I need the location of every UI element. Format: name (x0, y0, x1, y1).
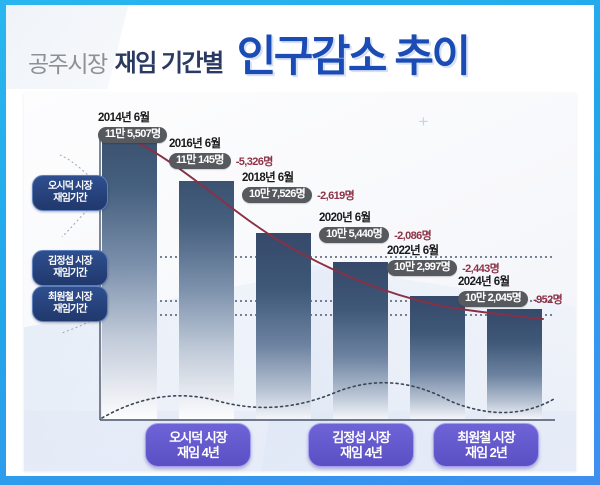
value-label-2022: 2022년 6월 10만 2,997명 -2,443명 (387, 242, 500, 276)
delta-label: -2,443명 (462, 263, 500, 275)
value-label-year: 2022년 6월 (387, 245, 439, 257)
term-chip-kimjeongseop[interactable]: 김정섭 시장 재임 4년 (308, 423, 414, 467)
page-title: 공주시장 재임 기간별 인구감소 추이 (28, 21, 584, 79)
value-label-year: 2024년 6월 (458, 276, 510, 288)
value-label-2014: 2014년 6월 11만 5,507명 (98, 109, 168, 143)
delta-label: -952명 (533, 294, 563, 306)
term-chip-name: 최원철 시장 (457, 430, 515, 445)
term-chip-term: 재임 4년 (340, 445, 383, 460)
tenure-chip-kimjeongseop[interactable]: 김정섭 시장 재임기간 (32, 250, 108, 286)
bar-2018 (256, 233, 311, 419)
bar-2024 (487, 309, 542, 419)
tenure-chip-name: 김정섭 시장 (48, 256, 93, 267)
chart-card: + (24, 93, 576, 471)
trend-line (128, 137, 544, 320)
bars (102, 138, 542, 419)
tenure-chip-osideok[interactable]: 오시덕 시장 재임기간 (32, 175, 108, 211)
value-pill: 11만 145명 (169, 153, 231, 169)
title-subject: 공주시장 (28, 51, 108, 77)
tenure-chip-choiwoncheol[interactable]: 최원철 시장 재임기간 (32, 286, 108, 322)
title-main: 인구감소 추이 (236, 33, 471, 81)
value-label-2016: 2016년 6월 11만 145명 -5,326명 (169, 135, 273, 169)
value-label-2020: 2020년 6월 10만 5,440명 -2,086명 (319, 209, 432, 243)
bar-2014 (102, 138, 157, 419)
delta-label: -2,619명 (317, 190, 355, 202)
bar-2016 (179, 181, 234, 419)
value-pill: 11만 5,507명 (98, 127, 168, 143)
term-chip-term: 재임 4년 (177, 445, 220, 460)
term-chip-name: 오시덕 시장 (169, 430, 227, 445)
value-label-year: 2016년 6월 (169, 138, 221, 150)
plus-cross-decoration-icon: + (418, 112, 429, 131)
bar-chart-plot (24, 93, 576, 471)
chart-svg (59, 133, 555, 421)
term-chip-osideok[interactable]: 오시덕 시장 재임 4년 (145, 423, 251, 467)
value-pill: 10만 5,440명 (319, 227, 390, 243)
scalloped-baseline-decoration (101, 381, 555, 419)
term-chip-choiwoncheol[interactable]: 최원철 시장 재임 2년 (433, 423, 539, 467)
inner-canvas: 공주시장 재임 기간별 인구감소 추이 + (6, 5, 594, 476)
tenure-chip-period: 재임기간 (53, 268, 87, 279)
value-label-year: 2014년 6월 (98, 112, 150, 124)
tenure-chip-name: 최원철 시장 (48, 292, 93, 303)
bar-2022 (410, 296, 465, 419)
title-qualifier: 재임 기간별 (114, 50, 225, 77)
delta-label: -5,326명 (235, 156, 274, 168)
delta-label: -2,086명 (394, 230, 432, 242)
bar-2020 (333, 262, 388, 419)
value-pill: 10만 7,526명 (242, 187, 313, 203)
term-chip-name: 김정섭 시장 (332, 430, 390, 445)
value-label-year: 2018년 6월 (242, 172, 294, 184)
header: 공주시장 재임 기간별 인구감소 추이 (6, 5, 594, 89)
value-label-2024: 2024년 6월 10만 2,045명 -952명 (458, 273, 563, 307)
tenure-chip-name: 오시덕 시장 (48, 181, 93, 192)
value-pill: 10만 2,997명 (387, 260, 458, 276)
tenure-chip-period: 재임기간 (53, 304, 87, 315)
term-chip-term: 재임 2년 (465, 445, 508, 460)
value-label-year: 2020년 6월 (319, 212, 371, 224)
tenure-chip-period: 재임기간 (53, 193, 87, 204)
value-pill: 10만 2,045명 (458, 291, 529, 307)
gridlines (100, 256, 554, 316)
value-label-2018: 2018년 6월 10만 7,526명 -2,619명 (242, 169, 355, 203)
